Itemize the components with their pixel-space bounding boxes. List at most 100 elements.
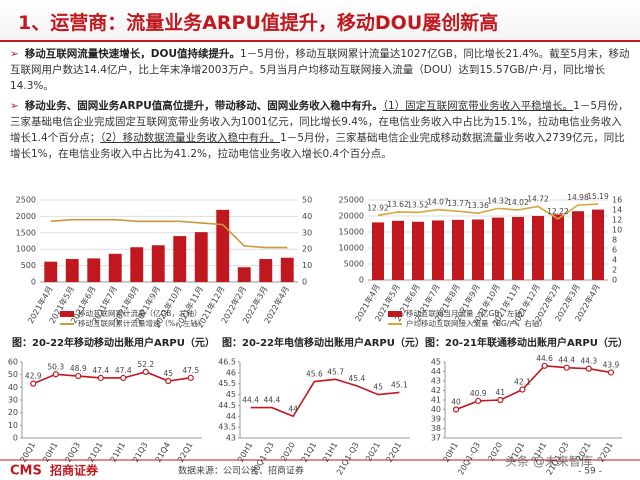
y2-tick-label: 0 [302,278,307,287]
marker [452,406,460,413]
chart-title: 图：20-21年联通移动出账用户ARPU（元） [425,336,628,349]
bar [372,222,384,280]
marker [75,372,82,380]
y2-tick-label: 30 [302,228,312,237]
y-tick-label: 45.5 [218,379,236,388]
y-tick-label: 0 [13,434,18,443]
y2-tick-label: 2 [612,266,617,275]
title: 1、运营商：流量业务ARPU值提升，移动DOU屡创新高 [18,12,499,34]
y-tick-label: 50 [8,370,18,379]
y-tick-label: 25000 [339,196,364,205]
bullet-1: ➢ 移动互联网流量快速增长，DOU值持续提升。1－5月份，移动互联网累计流量达10… [10,48,630,92]
bar [44,261,58,282]
data-label: 44 [288,404,298,413]
marker [475,397,482,405]
data-label: 42.1 [514,378,531,387]
data-label: 13.77 [447,199,469,208]
bar [173,236,187,282]
data-label: 45.7 [327,367,344,376]
y2-tick-label: 50 [302,196,312,205]
y-tick-label: 38 [431,424,441,433]
y-tick-label: 2000 [16,212,36,221]
bar [194,232,208,282]
marker [142,368,149,375]
data-label: 47.4 [115,366,132,375]
data-label: 45.1 [391,380,408,389]
bar [65,259,79,282]
data-label: 14.32 [487,196,509,205]
bar [572,211,584,280]
data-label: 50.3 [47,362,64,371]
bullet-text: 1－5月份，三家基础电信企业完成固定互联网宽带业务收入为1001亿元，同比增长9… [10,100,629,144]
y2-tick-label: 6 [612,246,617,255]
data-label: 45 [163,369,173,378]
y2-tick-label: 10 [302,261,312,270]
line [250,378,400,418]
line [455,364,612,411]
bar [237,267,251,282]
y2-tick-label: 8 [612,236,617,245]
y-tick-label: 41 [431,396,441,405]
y-tick-label: 60 [8,358,18,367]
y-tick-label: 44 [431,367,441,376]
data-label: 14.72 [527,194,549,203]
marker [585,365,592,372]
data-label: 52.2 [137,360,154,369]
data-label: 44.3 [580,357,597,366]
y-tick-label: 10 [8,421,18,430]
data-label: 13.52 [407,200,429,209]
bar [280,257,294,282]
data-label: 44.4 [264,396,281,405]
y2-tick-label: 12 [612,216,622,225]
data-label: 42.9 [25,372,42,381]
y-tick-label: 40 [8,383,18,392]
marker [97,374,104,382]
bar [108,253,122,282]
data-label: 12.22 [547,207,569,216]
bar [130,247,144,282]
y-tick-label: 42 [431,386,441,395]
y2-tick-label: 4 [612,256,617,265]
bar [472,219,484,280]
y-tick-label: 5000 [344,260,364,269]
data-label: 13.62 [387,200,409,209]
data-label: 44.6 [536,354,553,363]
y2-tick-label: 16 [612,196,622,205]
line [32,371,191,385]
line [377,203,599,220]
x-tick-label: 20Q1-Q3 [456,441,482,477]
data-label: 47.4 [92,366,109,375]
bar [87,258,101,282]
data-label: 47.5 [182,366,199,375]
y2-tick-label: 0 [612,276,617,285]
data-label: 44.4 [242,396,259,405]
marker [52,371,59,378]
watermark: 头条 @未来智库 [505,454,593,469]
legend-swatch [60,311,74,317]
y-tick-label: 45 [226,390,236,399]
data-label: 45.6 [306,370,323,379]
data-label: 48.9 [70,364,87,373]
bullet-text: 1－5月份，移动互联网累计流量达1027亿GB，同比增长21.4%。截至5月末，… [10,48,630,92]
data-label: 40.9 [470,389,487,398]
marker [30,380,37,387]
bullet-lead: 移动互联网流量快速增长，DOU值持续提升。 [24,48,240,60]
y-tick-label: 0 [359,276,364,285]
page-number: - 59 - [578,467,602,477]
bullet-lead: 移动业务、固网业务ARPU值高位提升，带动移动、固网业务收入稳中有升。 [24,100,383,112]
y-tick-label: 44.5 [218,401,236,410]
y2-tick-label: 14 [612,206,622,215]
bar [552,214,564,280]
bullet-sub: （1）固定互联网宽带业务收入平稳增长。 [382,100,574,112]
y2-tick-label: 40 [302,212,312,221]
bar [512,216,524,280]
bar [592,209,604,280]
bar [492,217,504,280]
y-tick-label: 500 [21,261,36,270]
marker [563,364,570,371]
title-bar: 1、运营商：流量业务ARPU值提升，移动DOU屡创新高 [0,0,640,42]
y-tick-label: 44 [226,412,236,421]
bullet-text: 1－5月份，三家基础电信企业完成移动数据流量业务收入2739亿元，同比增长1%，… [10,132,625,160]
marker [607,369,615,376]
